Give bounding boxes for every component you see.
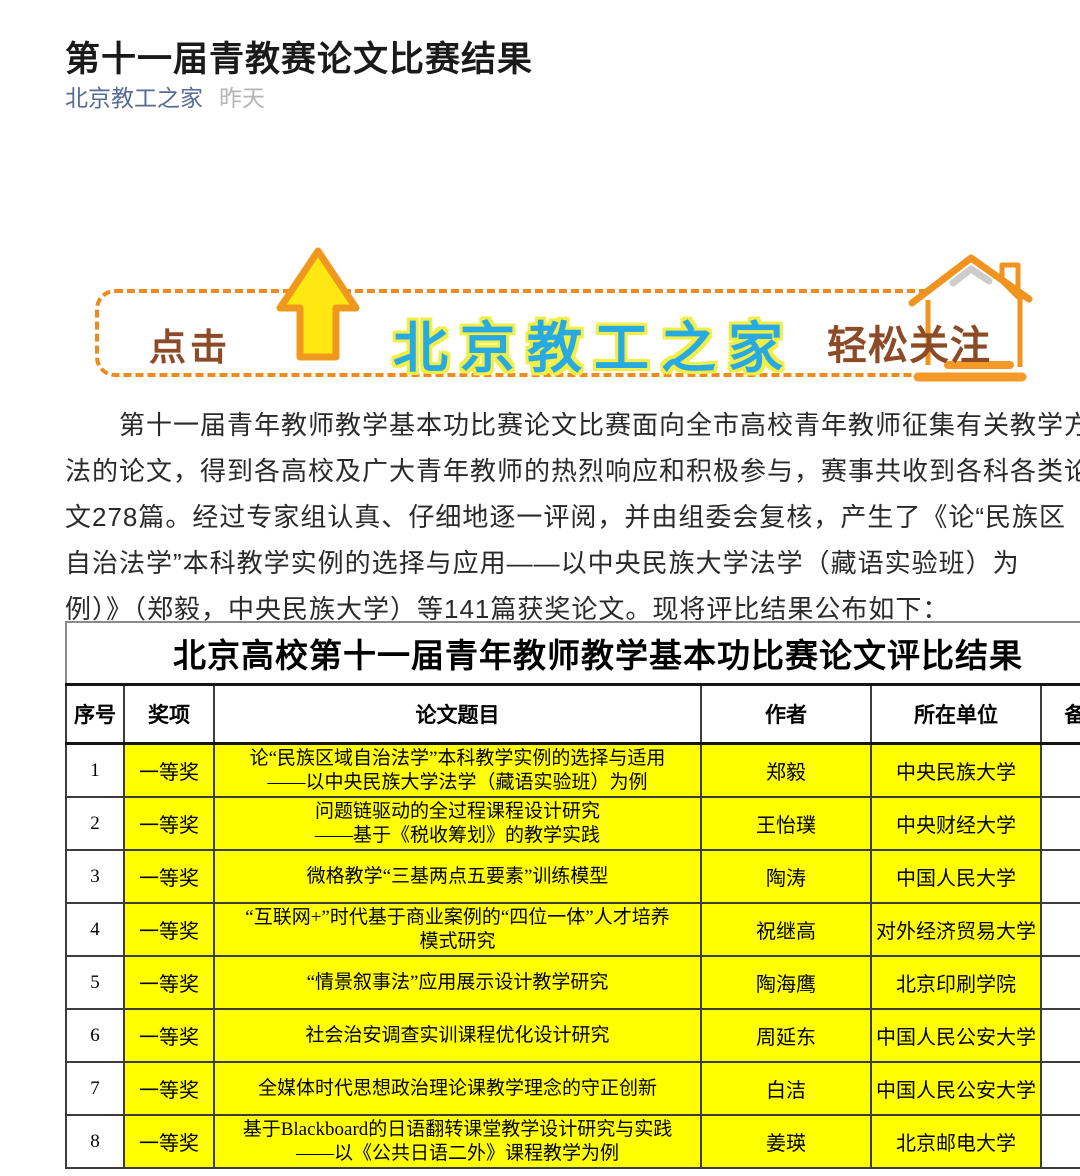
cell-organization: 北京印刷学院 xyxy=(870,955,1042,1010)
cell-author: 郑毅 xyxy=(700,742,872,798)
cell-no: 1 xyxy=(65,742,125,798)
cell-no: 2 xyxy=(65,796,125,851)
cell-organization: 中国人民公安大学 xyxy=(870,1008,1042,1063)
cell-paper-title: “情景叙事法”应用展示设计教学研究 xyxy=(213,955,702,1010)
cell-award: 一等奖 xyxy=(123,1008,215,1063)
cell-organization: 中央财经大学 xyxy=(870,796,1042,851)
cell-organization: 北京邮电大学 xyxy=(870,1114,1042,1169)
paragraph-line: 第十一届青年教师教学基本功比赛论文比赛面向全市高校青年教师征集有关教学方 xyxy=(119,410,1080,440)
cell-award: 一等奖 xyxy=(123,796,215,851)
cell-award: 一等奖 xyxy=(123,955,215,1010)
table-row: 6 一等奖 社会治安调查实训课程优化设计研究 周延东 中国人民公安大学 xyxy=(65,1008,1080,1063)
cell-no: 3 xyxy=(65,849,125,904)
banner-follow-label: 轻松关注 xyxy=(827,324,991,368)
paragraph-line: 自治法学”本科教学实例的选择与应用——以中央民族大学法学（藏语实验班）为 xyxy=(65,548,1020,578)
cell-note xyxy=(1039,1114,1080,1169)
cell-author: 陶海鹰 xyxy=(700,955,872,1010)
up-arrow-icon xyxy=(276,247,360,361)
table-row: 7 一等奖 全媒体时代思想政治理论课教学理念的守正创新 白洁 中国人民公安大学 xyxy=(65,1061,1080,1116)
cell-paper-title: 全媒体时代思想政治理论课教学理念的守正创新 xyxy=(213,1061,702,1116)
cell-no: 7 xyxy=(65,1061,125,1116)
byline: 北京教工之家 昨天 xyxy=(65,79,265,113)
column-header-organization: 所在单位 xyxy=(870,683,1042,745)
cell-award: 一等奖 xyxy=(123,849,215,904)
account-name-link[interactable]: 北京教工之家 xyxy=(65,85,203,111)
cell-note xyxy=(1039,1061,1080,1116)
cell-no: 4 xyxy=(65,902,125,957)
table-row: 3 一等奖 微格教学“三基两点五要素”训练模型 陶涛 中国人民大学 xyxy=(65,849,1080,904)
cell-no: 8 xyxy=(65,1114,125,1169)
paragraph-line: 例）》（郑毅，中央民族大学）等141篇获奖论文。现将评比结果公布如下： xyxy=(65,594,950,624)
cell-note xyxy=(1039,796,1080,851)
cell-no: 6 xyxy=(65,1008,125,1063)
column-header-award: 奖项 xyxy=(123,683,215,745)
paragraph-line: 文278篇。经过专家组认真、仔细地逐一评阅，并由组委会复核，产生了《论“民族区 xyxy=(65,502,1067,532)
cell-organization: 中央民族大学 xyxy=(870,742,1042,798)
table-title: 北京高校第十一届青年教师教学基本功比赛论文评比结果 xyxy=(64,621,1080,686)
cell-author: 陶涛 xyxy=(700,849,872,904)
cell-paper-title: 问题链驱动的全过程课程设计研究 ——基于《税收筹划》的教学实践 xyxy=(213,796,702,851)
column-header-no: 序号 xyxy=(65,683,125,745)
column-header-paper-title: 论文题目 xyxy=(213,683,702,745)
cell-author: 祝继高 xyxy=(700,902,872,957)
cell-award: 一等奖 xyxy=(123,902,215,957)
house-icon xyxy=(908,254,1046,385)
table-row: 4 一等奖 “互联网+”时代基于商业案例的“四位一体”人才培养 模式研究 祝继高… xyxy=(65,902,1080,957)
table-row: 1 一等奖 论“民族区域自治法学”本科教学实例的选择与适用 ——以中央民族大学法… xyxy=(65,742,1080,798)
results-table: 北京高校第十一届青年教师教学基本功比赛论文评比结果 序号 奖项 论文题目 作者 … xyxy=(64,621,1080,1169)
table-row: 2 一等奖 问题链驱动的全过程课程设计研究 ——基于《税收筹划》的教学实践 王怡… xyxy=(65,796,1080,851)
follow-banner-image[interactable]: 点击 北京教工之家 轻松关注 xyxy=(85,243,1060,395)
table-row: 8 一等奖 基于Blackboard的日语翻转课堂教学设计研究与实践 ——以《公… xyxy=(65,1114,1080,1169)
column-header-author: 作者 xyxy=(700,683,872,745)
cell-award: 一等奖 xyxy=(123,742,215,798)
cell-note xyxy=(1039,742,1080,798)
cell-note xyxy=(1039,902,1080,957)
cell-author: 白洁 xyxy=(700,1061,872,1116)
column-header-note: 备注 xyxy=(1039,683,1080,745)
banner-brand-text: 北京教工之家 xyxy=(393,317,796,379)
cell-paper-title: 社会治安调查实训课程优化设计研究 xyxy=(213,1008,702,1063)
paragraph-line: 法的论文，得到各高校及广大青年教师的热烈响应和积极参与，赛事共收到各科各类论 xyxy=(65,456,1080,486)
cell-paper-title: 论“民族区域自治法学”本科教学实例的选择与适用 ——以中央民族大学法学（藏语实验… xyxy=(213,742,702,798)
table-header-row: 序号 奖项 论文题目 作者 所在单位 备注 xyxy=(65,683,1080,745)
publish-date: 昨天 xyxy=(219,85,265,111)
cell-author: 王怡璞 xyxy=(700,796,872,851)
chevron-up-icon xyxy=(949,265,993,287)
cell-note xyxy=(1039,1008,1080,1063)
cell-organization: 中国人民大学 xyxy=(870,849,1042,904)
article-paragraph: 第十一届青年教师教学基本功比赛论文比赛面向全市高校青年教师征集有关教学方 法的论… xyxy=(65,402,1080,632)
banner-click-label: 点击 xyxy=(149,327,231,368)
cell-award: 一等奖 xyxy=(123,1061,215,1116)
cell-note xyxy=(1039,849,1080,904)
cell-paper-title: 基于Blackboard的日语翻转课堂教学设计研究与实践 ——以《公共日语二外》… xyxy=(213,1114,702,1169)
cell-note xyxy=(1039,955,1080,1010)
cell-paper-title: “互联网+”时代基于商业案例的“四位一体”人才培养 模式研究 xyxy=(213,902,702,957)
cell-author: 姜瑛 xyxy=(700,1114,872,1169)
cell-organization: 对外经济贸易大学 xyxy=(870,902,1042,957)
cell-paper-title: 微格教学“三基两点五要素”训练模型 xyxy=(213,849,702,904)
page-title: 第十一届青教赛论文比赛结果 xyxy=(65,40,534,80)
cell-organization: 中国人民公安大学 xyxy=(870,1061,1042,1116)
cell-award: 一等奖 xyxy=(123,1114,215,1169)
cell-author: 周延东 xyxy=(700,1008,872,1063)
table-row: 5 一等奖 “情景叙事法”应用展示设计教学研究 陶海鹰 北京印刷学院 xyxy=(65,955,1080,1010)
cell-no: 5 xyxy=(65,955,125,1010)
